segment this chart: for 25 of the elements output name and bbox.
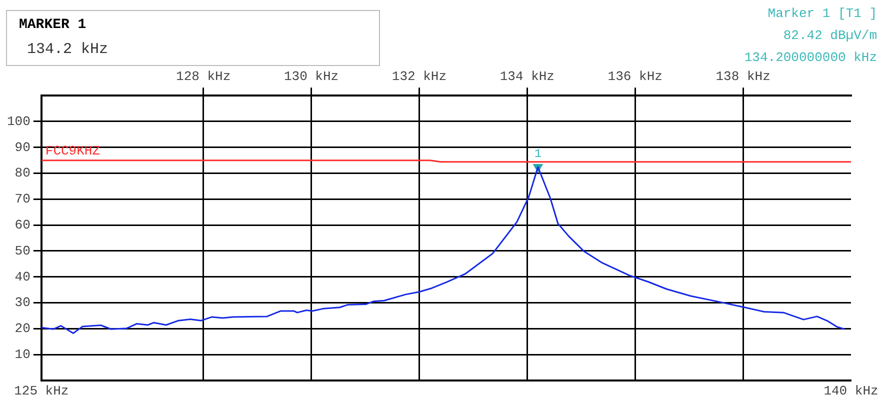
y-tick-label: 100 bbox=[7, 114, 30, 129]
annotation: 1 bbox=[534, 147, 542, 162]
text: Marker 1 [T1 ] bbox=[768, 6, 877, 21]
x-tick-label: 140 kHz bbox=[824, 384, 878, 399]
y-tick-label: 80 bbox=[14, 166, 30, 181]
x-tick-label: 125 kHz bbox=[14, 384, 69, 399]
y-tick-label: 30 bbox=[14, 295, 30, 310]
y-tick-label: 20 bbox=[14, 321, 30, 336]
y-tick-label: 90 bbox=[14, 140, 30, 155]
x2-tick-label: 130 kHz bbox=[284, 69, 339, 84]
series-label: FCC9KHZ bbox=[45, 143, 100, 158]
x2-tick-label: 138 kHz bbox=[716, 69, 770, 84]
x2-tick-label: 132 kHz bbox=[392, 69, 447, 84]
text: MARKER 1 bbox=[19, 17, 86, 33]
x2-tick-label: 136 kHz bbox=[608, 69, 662, 84]
text: 134.200000000 kHz bbox=[744, 50, 877, 65]
text: 82.42 dBµV/m bbox=[783, 28, 877, 43]
y-tick-label: 50 bbox=[14, 243, 30, 258]
text: 134.2 kHz bbox=[27, 41, 108, 58]
y-tick-label: 60 bbox=[14, 217, 30, 232]
y-tick-label: 10 bbox=[14, 346, 30, 362]
x2-tick-label: 134 kHz bbox=[500, 69, 554, 84]
y-tick-label: 40 bbox=[14, 269, 30, 284]
y-tick-label: 70 bbox=[14, 192, 30, 207]
x2-tick-label: 128 kHz bbox=[176, 69, 231, 84]
